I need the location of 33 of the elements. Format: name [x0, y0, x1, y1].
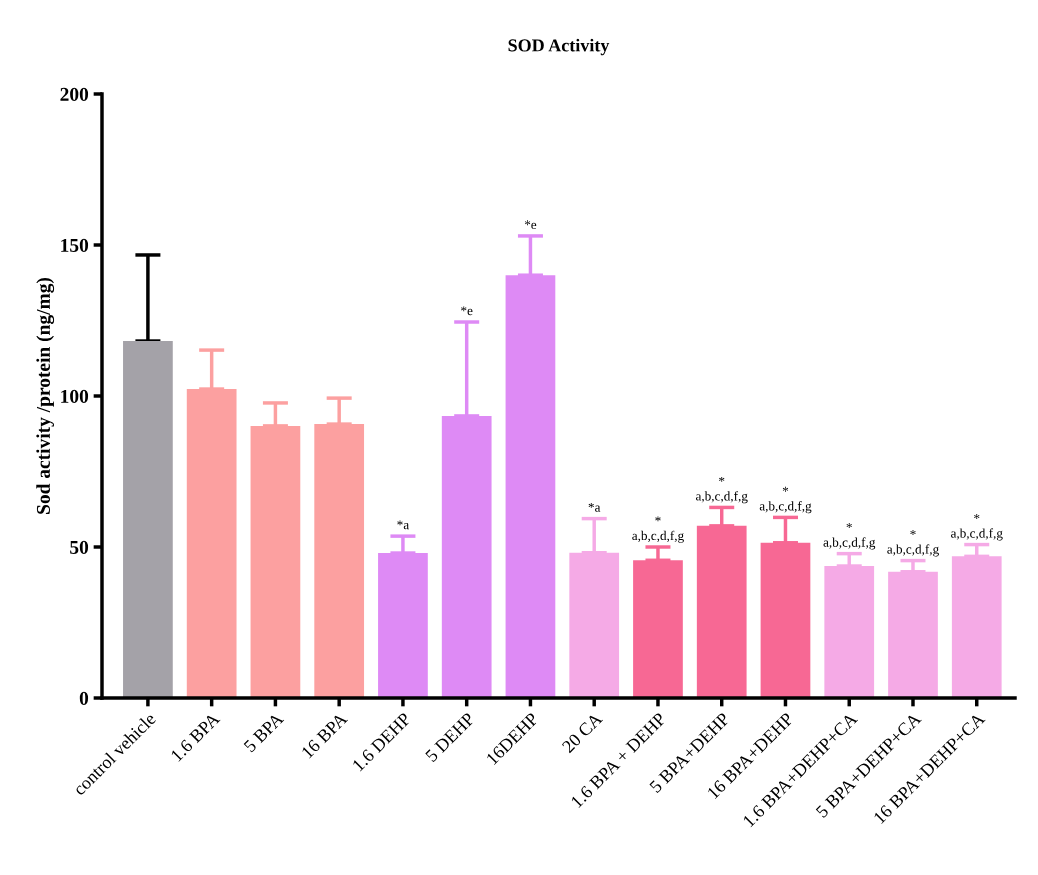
x-tick-label: 5 BPA: [243, 711, 285, 753]
annotation: *a: [397, 520, 409, 530]
bar: [888, 571, 938, 698]
bar: [505, 275, 556, 698]
y-tick-label: 100: [61, 389, 89, 403]
bar: [760, 542, 811, 698]
y-tick-label: 50: [70, 540, 89, 554]
bar: [250, 425, 301, 698]
annotation: *a: [588, 503, 601, 512]
y-tick-label: 0: [79, 691, 89, 705]
y-axis-title: Sod activity /protein (ng/mg): [36, 277, 55, 514]
annotation: *e: [524, 220, 537, 230]
x-tick-label: 20 CA: [561, 711, 604, 754]
bar: [314, 424, 365, 698]
bar: [123, 341, 173, 698]
x-tick-label: 1.6 BPA: [170, 711, 221, 762]
annotation: * a,b,c,d,f,g: [759, 486, 812, 514]
annotation: * a,b,c,d,f,g: [823, 523, 876, 550]
bar: [696, 525, 747, 698]
bar: [441, 415, 492, 698]
annotation: *e: [461, 306, 473, 316]
bar: [824, 566, 875, 698]
x-tick-label: 16 BPA: [301, 711, 349, 759]
bar: [569, 552, 620, 698]
y-tick-label: 150: [61, 238, 89, 252]
chart-title: SOD Activity: [508, 38, 610, 56]
annotation: * a,b,c,d,f,g: [951, 514, 1003, 541]
y-tick-label: 200: [60, 87, 89, 101]
bar: [186, 389, 237, 698]
bar: [378, 553, 428, 698]
annotation: * a,b,c,d,f,g: [887, 530, 939, 557]
annotation: * a,b,c,d,f,g: [632, 516, 684, 543]
annotation: * a,b,c,d,f,g: [695, 476, 748, 504]
